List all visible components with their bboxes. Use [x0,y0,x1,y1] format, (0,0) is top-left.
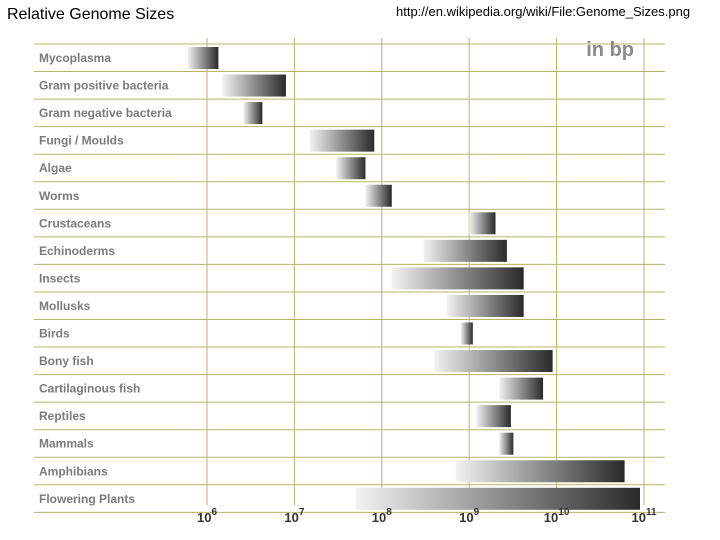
category-label: Reptiles [39,409,86,423]
x-tick-label: 106 [197,507,217,525]
source-url: http://en.wikipedia.org/wiki/File:Genome… [396,4,691,19]
x-tick-label: 1011 [631,507,656,525]
x-tick-label: 1010 [544,507,570,525]
category-label: Amphibians [39,464,108,478]
bar-worms [365,184,392,207]
category-label: Algae [39,161,72,175]
bar-mammals [499,432,514,455]
category-label: Mycoplasma [39,51,111,65]
bar-gram-negative-bacteria [243,102,263,125]
bar-bony-fish [434,350,553,373]
category-label: Worms [39,189,80,203]
category-label: Cartilaginous fish [39,382,140,396]
bar-flowering-plants [355,487,641,510]
x-tick-label: 107 [284,507,304,525]
bars [187,47,641,510]
category-label: Fungi / Moulds [39,134,124,148]
bar-reptiles [476,405,511,428]
x-tick-label: 109 [459,507,479,525]
bar-mollusks [446,294,524,317]
x-tick-labels: 106 107 108 109 1010 1011 [197,507,657,525]
bar-crustaceans [469,212,496,235]
category-label: Mammals [39,437,94,451]
slide-title: Relative Genome Sizes [7,6,175,23]
category-label: Gram positive bacteria [39,79,169,93]
bar-mycoplasma [187,47,219,69]
grid-lines [34,38,665,513]
units-annotation: in bp [586,39,634,61]
bar-echinoderms [423,239,507,262]
bar-fungi-moulds [309,129,375,152]
bar-cartilaginous-fish [499,377,544,400]
category-label: Crustaceans [39,216,111,230]
category-label: Echinoderms [39,244,115,258]
category-label: Mollusks [39,299,91,313]
category-label: Gram negative bacteria [39,106,172,120]
category-labels: Mycoplasma Gram positive bacteria Gram neg… [39,51,172,506]
category-label: Flowering Plants [39,492,135,506]
category-label: Insects [39,271,81,285]
category-label: Bony fish [39,354,94,368]
bar-amphibians [455,460,625,483]
bar-insects [391,267,524,290]
bar-gram-positive-bacteria [222,74,286,97]
x-tick-label: 108 [372,507,392,525]
bar-algae [336,157,366,180]
category-label: Birds [39,327,70,341]
bar-birds [460,322,473,345]
